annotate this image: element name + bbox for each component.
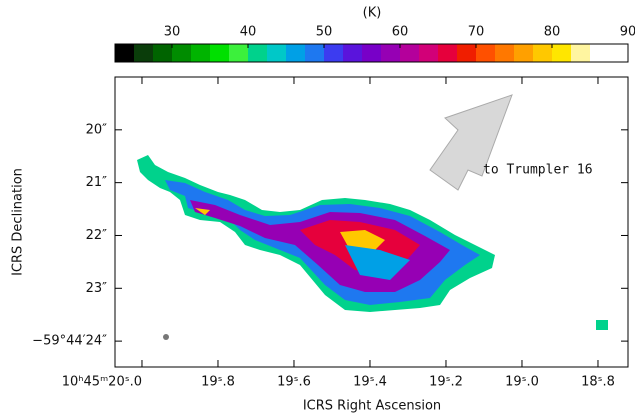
colorbar-swatch (362, 44, 382, 62)
x-tick-label: 19ˢ.0 (505, 375, 539, 390)
plot-frame (114, 76, 629, 368)
x-tick-label: 18ˢ.8 (581, 375, 615, 390)
colorbar-swatch (248, 44, 268, 62)
clump (596, 320, 608, 330)
x-axis-label: ICRS Right Ascension (303, 399, 441, 414)
colorbar-label: (K) (363, 6, 382, 21)
colorbar-swatch (381, 44, 401, 62)
colorbar-swatch (533, 44, 553, 62)
x-tick-label: 19ˢ.6 (277, 375, 311, 390)
colorbar-tick-label: 40 (240, 25, 257, 40)
x-tick-label: 19ˢ.2 (429, 375, 463, 390)
annotation: to Trumpler 16 (483, 163, 593, 178)
colorbar-swatch (457, 44, 477, 62)
colorbar-swatch (514, 44, 534, 62)
colorbar-tick-label: 50 (316, 25, 333, 40)
map (137, 94, 608, 340)
colorbar-tick-label: 60 (392, 25, 409, 40)
colorbar-frame (114, 43, 629, 63)
y-tick-label: −59°44′24″ (32, 334, 107, 349)
colorbar-swatch (571, 44, 591, 62)
colorbar-tick-label: 90 (620, 25, 635, 40)
colorbar-swatch (343, 44, 363, 62)
x-tick-label: 10ʰ45ᵐ20ˢ.0 (62, 375, 142, 390)
colorbar-swatch (438, 44, 458, 62)
cloud-cool (345, 245, 410, 280)
colorbar-swatch (286, 44, 306, 62)
y-tick-label: 20″ (86, 122, 108, 137)
colorbar-tick-label: 70 (468, 25, 485, 40)
colorbar-swatch (476, 44, 496, 62)
colorbar-swatch (210, 44, 230, 62)
colorbar-tick-label: 80 (544, 25, 561, 40)
colorbar-swatch (305, 44, 325, 62)
colorbar-swatch (267, 44, 287, 62)
y-tick-label: 22″ (86, 228, 108, 243)
colorbar-swatch (495, 44, 515, 62)
colorbar-swatch (419, 44, 439, 62)
colorbar: 30 40 50 60 70 80 90 (114, 25, 635, 63)
direction-arrow (429, 94, 513, 191)
colorbar-swatch (134, 44, 154, 62)
x-tick-label: 19ˢ.4 (353, 375, 387, 390)
colorbar-swatch (229, 44, 249, 62)
colorbar-swatch (115, 44, 135, 62)
colorbar-swatch (400, 44, 420, 62)
colorbar-swatch (609, 44, 629, 62)
colorbar-swatch (590, 44, 610, 62)
beam (163, 334, 169, 340)
y-tick-label: 21″ (86, 175, 108, 190)
x-tick-label: 19ˢ.8 (201, 375, 235, 390)
colorbar-swatch (552, 44, 572, 62)
colorbar-tick-label: 30 (164, 25, 181, 40)
colorbar-swatch (172, 44, 192, 62)
colorbar-swatch (324, 44, 344, 62)
y-axis-label: ICRS Declination (11, 168, 26, 276)
colorbar-swatch (153, 44, 173, 62)
y-tick-label: 23″ (86, 281, 108, 296)
colorbar-swatch (191, 44, 211, 62)
